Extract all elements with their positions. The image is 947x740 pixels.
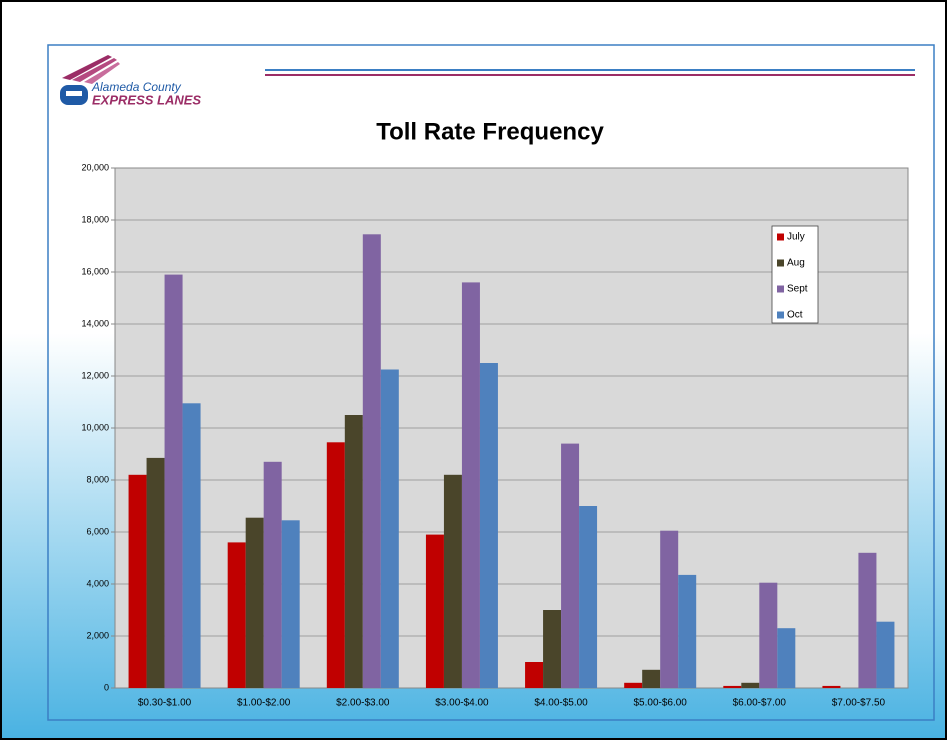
bar xyxy=(164,274,183,688)
y-tick-label: 8,000 xyxy=(86,474,109,484)
bar xyxy=(741,682,760,688)
chart-title: Toll Rate Frequency xyxy=(376,118,604,145)
x-tick-label: $4.00-$5.00 xyxy=(534,698,588,709)
bar xyxy=(525,662,544,688)
legend-label: Oct xyxy=(787,310,803,321)
legend-label: Aug xyxy=(787,258,805,269)
y-tick-label: 16,000 xyxy=(81,266,109,276)
bar xyxy=(660,530,679,688)
x-tick-label: $7.00-$7.50 xyxy=(832,698,886,709)
slide-frame xyxy=(47,44,935,721)
y-tick-label: 6,000 xyxy=(86,526,109,536)
y-tick-label: 0 xyxy=(104,682,109,692)
bar xyxy=(642,669,661,688)
bar xyxy=(326,442,345,688)
y-tick-label: 2,000 xyxy=(86,630,109,640)
bar xyxy=(858,552,877,688)
y-tick-label: 4,000 xyxy=(86,578,109,588)
legend-swatch xyxy=(777,259,784,267)
logo-graphic xyxy=(60,55,120,105)
x-tick-label: $3.00-$4.00 xyxy=(435,698,489,709)
y-tick-label: 10,000 xyxy=(81,422,109,432)
bar xyxy=(461,282,480,688)
x-tick-label: $5.00-$6.00 xyxy=(633,698,687,709)
bar xyxy=(263,461,282,688)
legend-box xyxy=(771,225,819,324)
legend-swatch xyxy=(777,311,784,319)
bar xyxy=(579,506,598,688)
bar xyxy=(281,520,300,688)
bar xyxy=(443,474,462,688)
bar xyxy=(759,582,778,688)
bar xyxy=(678,574,697,688)
bar xyxy=(146,457,165,688)
logo-line1: Alameda County xyxy=(91,80,182,94)
x-tick-label: $0.30-$1.00 xyxy=(138,698,192,709)
bar xyxy=(182,403,201,688)
bar xyxy=(624,682,643,688)
y-tick-label: 20,000 xyxy=(81,162,109,172)
bar xyxy=(543,610,562,688)
bar xyxy=(128,474,147,688)
bar xyxy=(245,517,264,688)
legend-swatch xyxy=(777,285,784,293)
bar xyxy=(561,443,580,688)
bar xyxy=(380,369,399,688)
bar xyxy=(777,628,796,688)
bar xyxy=(876,621,895,688)
bar xyxy=(425,534,444,688)
y-tick-label: 18,000 xyxy=(81,214,109,224)
logo-line2: EXPRESS LANES xyxy=(92,92,201,107)
bar xyxy=(227,542,246,688)
y-tick-label: 12,000 xyxy=(81,370,109,380)
bar xyxy=(362,234,381,689)
legend-label: July xyxy=(787,232,805,243)
y-tick-label: 14,000 xyxy=(81,318,109,328)
bar xyxy=(723,685,742,688)
bar xyxy=(344,415,363,688)
bar xyxy=(479,363,498,688)
legend-swatch xyxy=(777,233,784,241)
legend-label: Sept xyxy=(787,284,808,295)
x-tick-label: $2.00-$3.00 xyxy=(336,698,390,709)
x-tick-label: $6.00-$7.00 xyxy=(733,698,787,709)
x-tick-label: $1.00-$2.00 xyxy=(237,698,291,709)
bar xyxy=(822,685,841,688)
